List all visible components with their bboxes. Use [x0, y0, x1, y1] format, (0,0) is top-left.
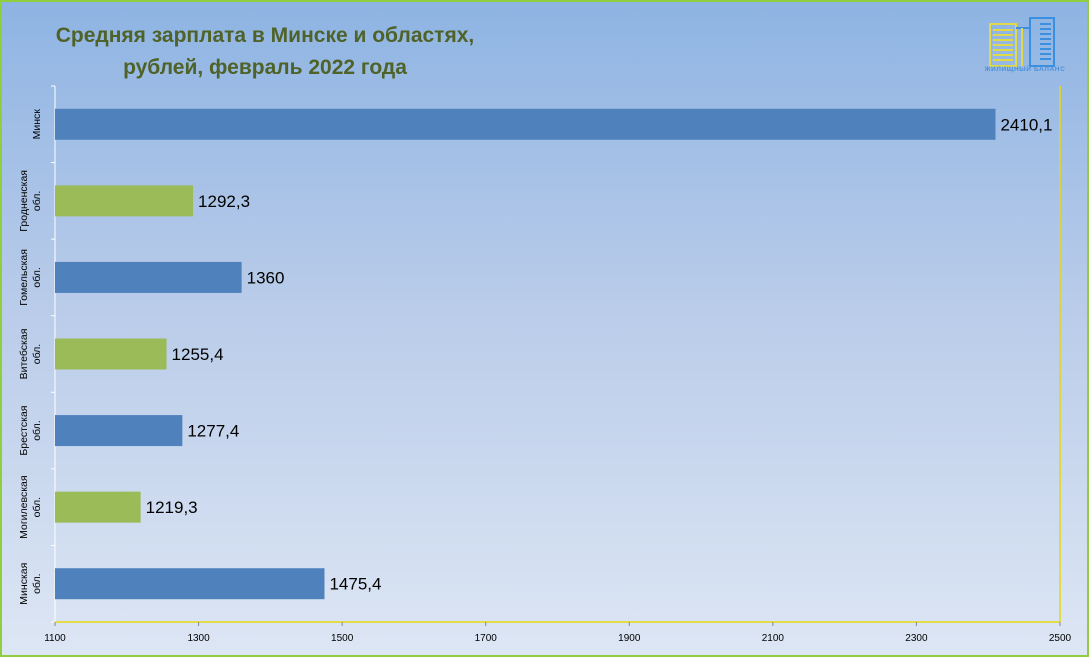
x-tick-label: 1100	[44, 633, 66, 644]
category-label-line: обл.	[31, 267, 43, 287]
chart-title-line-1: Средняя зарплата в Минске и областях,	[55, 24, 475, 47]
x-tick-label: 2100	[762, 633, 785, 644]
category-label: Гродненскаяобл.	[18, 170, 43, 232]
category-label-line: Гомельская	[18, 249, 30, 306]
x-tick-label: 1300	[187, 633, 210, 644]
category-label-line: Гродненская	[18, 170, 30, 232]
x-tick-label: 1900	[618, 633, 641, 644]
category-label-line: обл.	[31, 191, 43, 211]
category-label: Минск	[31, 109, 43, 140]
category-label: Могилевскаяобл.	[18, 475, 43, 538]
category-label-line: обл.	[31, 344, 43, 364]
bar-value-label: 1277,4	[187, 422, 239, 441]
chart-title-line-2: рублей, февраль 2022 года	[123, 56, 407, 79]
category-label-line: обл.	[31, 497, 43, 517]
category-label-line: Брестская	[18, 406, 30, 456]
bar-value-label: 1255,4	[172, 345, 224, 364]
category-label-line: Витебская	[18, 329, 30, 380]
category-label: Брестскаяобл.	[18, 406, 43, 456]
category-label-line: Минская	[18, 563, 30, 605]
bar	[55, 338, 167, 370]
logo-text: ЖИЛИЩНЫЙ БАЛАНС	[984, 66, 1066, 73]
category-label-line: Могилевская	[18, 475, 30, 538]
chart-title: Средняя зарплата в Минске и областях, ру…	[0, 20, 530, 84]
bar-value-label: 2410,1	[1000, 115, 1052, 134]
category-label: Витебскаяобл.	[18, 329, 43, 380]
bar-value-label: 1475,4	[329, 575, 381, 594]
category-label-line: обл.	[31, 573, 43, 593]
category-label: Гомельскаяобл.	[18, 249, 43, 306]
bar	[55, 261, 242, 293]
bar	[55, 185, 194, 217]
bar	[55, 491, 141, 523]
bar	[55, 415, 183, 447]
bar-value-label: 1219,3	[146, 498, 198, 517]
category-label-line: обл.	[31, 420, 43, 440]
x-tick-label: 2300	[905, 633, 928, 644]
x-tick-label: 1500	[331, 633, 354, 644]
bar-value-label: 1292,3	[198, 192, 250, 211]
building-logo-icon	[989, 17, 1055, 67]
bar	[55, 568, 325, 600]
bar-value-label: 1360	[247, 268, 285, 287]
category-label-line: Минск	[31, 109, 43, 140]
x-tick-label: 2500	[1049, 633, 1072, 644]
category-label: Минскаяобл.	[18, 563, 43, 605]
bar	[55, 108, 996, 140]
x-tick-label: 1700	[475, 633, 498, 644]
